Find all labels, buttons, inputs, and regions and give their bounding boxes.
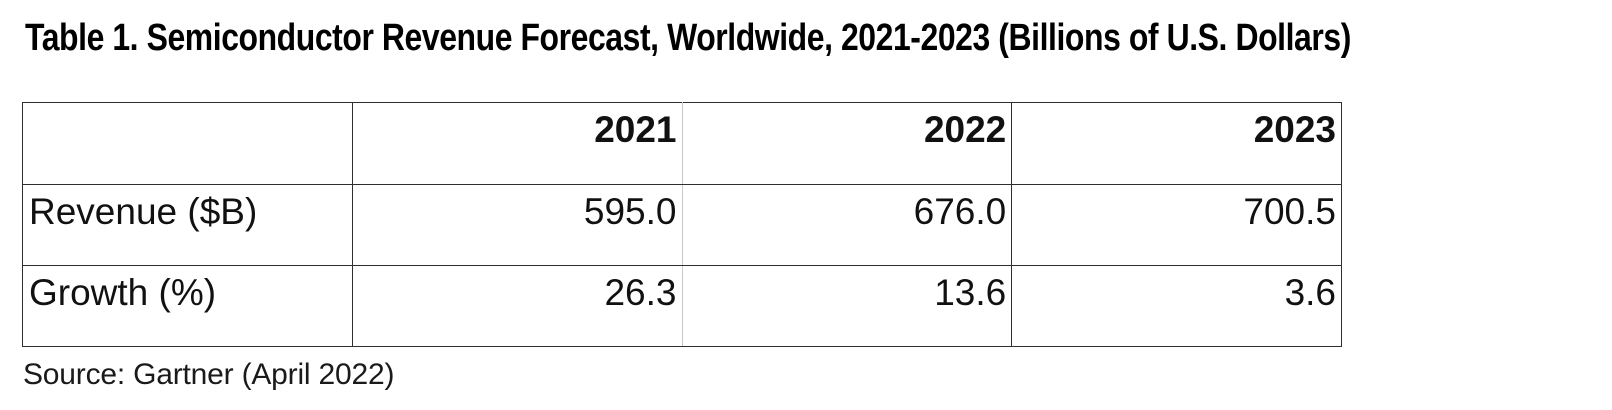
source-note: Source: Gartner (April 2022) xyxy=(23,358,395,391)
cell-growth-2022: 13.6 xyxy=(681,265,1013,347)
header-cell-blank xyxy=(22,102,353,185)
header-row: 2021 2022 2023 xyxy=(22,102,1342,185)
cell-revenue-2022: 676.0 xyxy=(681,184,1013,266)
table-title: Table 1. Semiconductor Revenue Forecast,… xyxy=(25,17,1351,59)
header-cell-2023: 2023 xyxy=(1011,102,1342,185)
row-label-growth: Growth (%) xyxy=(22,265,353,347)
table-row-revenue: Revenue ($B) 595.0 676.0 700.5 xyxy=(22,184,1342,266)
cell-revenue-2023: 700.5 xyxy=(1011,184,1342,266)
row-label-revenue: Revenue ($B) xyxy=(22,184,353,266)
cell-growth-2021: 26.3 xyxy=(351,265,683,347)
header-cell-2021: 2021 xyxy=(351,102,683,185)
header-cell-2022: 2022 xyxy=(681,102,1013,185)
cell-growth-2023: 3.6 xyxy=(1011,265,1342,347)
table-row-growth: Growth (%) 26.3 13.6 3.6 xyxy=(22,265,1342,347)
semiconductor-forecast-table: 2021 2022 2023 Revenue ($B) 595.0 676.0 … xyxy=(22,102,1342,347)
cell-revenue-2021: 595.0 xyxy=(351,184,683,266)
